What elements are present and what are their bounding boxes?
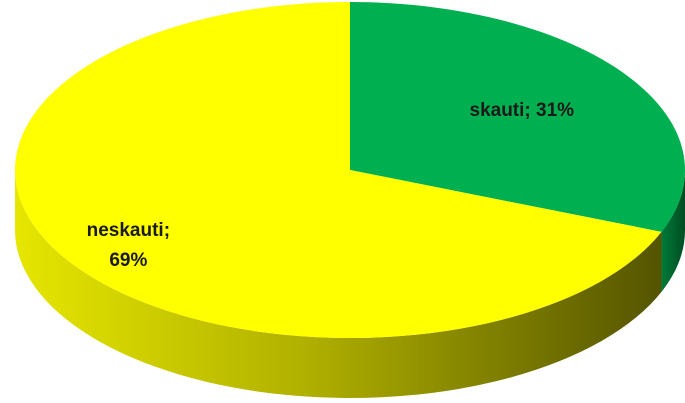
slice-side xyxy=(15,170,662,398)
slice-side xyxy=(661,170,685,292)
data-label: neskauti; 69% xyxy=(86,219,171,271)
slice xyxy=(14,2,662,338)
slice xyxy=(350,2,685,232)
data-label: skauti; 31% xyxy=(469,100,575,122)
